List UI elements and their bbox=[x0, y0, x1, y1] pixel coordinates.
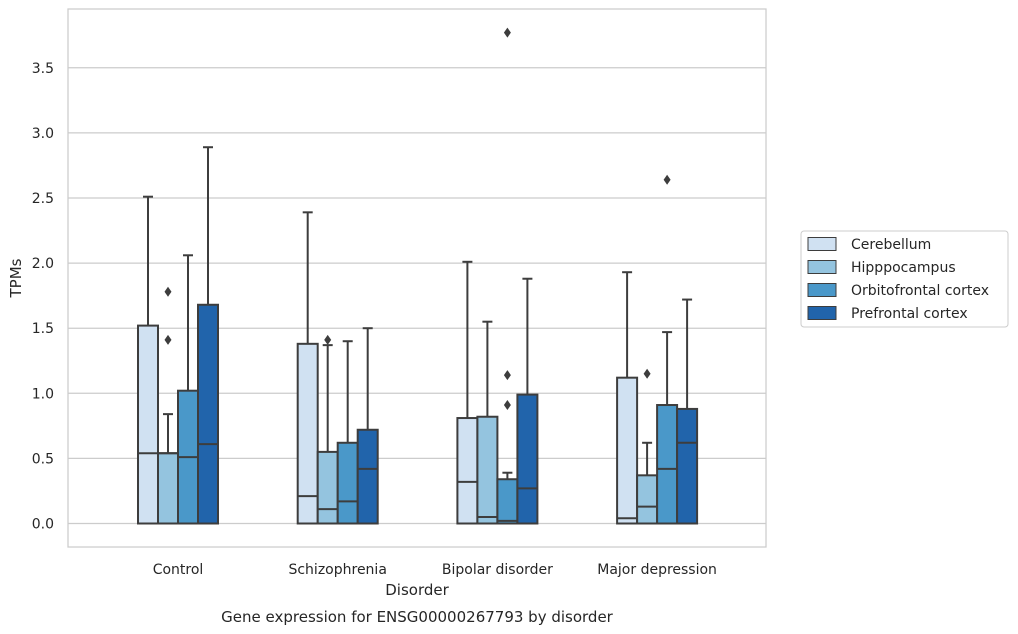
plot-frame bbox=[67, 8, 767, 548]
legend-swatch bbox=[807, 260, 837, 274]
x-axis-title: Disorder bbox=[385, 581, 449, 599]
x-tick-label: Schizophrenia bbox=[288, 562, 386, 578]
box-body bbox=[476, 415, 499, 525]
box-3-3 bbox=[676, 298, 699, 525]
box-1-0 bbox=[296, 211, 319, 525]
x-tick-labels: Control Schizophrenia Bipolar disorder Majo… bbox=[153, 562, 717, 578]
box-3-0 bbox=[616, 271, 639, 525]
box-body bbox=[456, 417, 479, 525]
outlier-point bbox=[164, 334, 172, 345]
y-tick-label: 0.0 bbox=[32, 517, 54, 533]
y-tick-label: 2.5 bbox=[32, 191, 54, 207]
outlier-point bbox=[503, 400, 511, 411]
legend-swatch bbox=[807, 306, 837, 320]
box-body bbox=[676, 407, 699, 525]
legend-swatch bbox=[807, 237, 837, 251]
x-tick-label: Bipolar disorder bbox=[442, 562, 553, 578]
box-1-3 bbox=[356, 327, 379, 525]
box-body bbox=[616, 376, 639, 525]
box-body bbox=[316, 450, 339, 525]
y-tick-label: 0.5 bbox=[32, 451, 54, 467]
y-tick-label: 3.5 bbox=[32, 61, 54, 77]
y-tick-label: 3.0 bbox=[32, 126, 54, 142]
legend-label: Orbitofrontal cortex bbox=[851, 283, 989, 299]
y-tick-label: 1.5 bbox=[32, 321, 54, 337]
box-body bbox=[636, 474, 659, 525]
legend-swatch bbox=[807, 283, 837, 297]
box-body bbox=[296, 342, 319, 525]
box-body bbox=[336, 441, 359, 525]
box-body bbox=[516, 393, 539, 525]
y-tick-labels: 0.0 0.5 1.0 1.5 2.0 2.5 3.0 3.5 bbox=[32, 61, 54, 533]
box-body bbox=[197, 303, 219, 525]
box-body bbox=[356, 428, 379, 525]
outlier-point bbox=[164, 286, 172, 297]
legend-label: Cerebellum bbox=[851, 237, 931, 253]
outlier-point bbox=[503, 27, 511, 38]
box-body bbox=[656, 404, 679, 525]
chart-caption: Gene expression for ENSG00000267793 by d… bbox=[221, 608, 614, 626]
box-3-1 bbox=[636, 368, 659, 525]
outlier-point bbox=[643, 368, 651, 379]
outlier-point bbox=[324, 334, 332, 345]
y-axis-title: TPMs bbox=[7, 258, 25, 298]
x-tick-label: Control bbox=[153, 562, 204, 578]
box-1-2 bbox=[336, 340, 359, 525]
y-tick-label: 1.0 bbox=[32, 386, 54, 402]
x-tick-label: Major depression bbox=[597, 562, 717, 578]
y-tick-label: 2.0 bbox=[32, 256, 54, 272]
box-body bbox=[157, 452, 179, 525]
box-0-0 bbox=[137, 195, 159, 525]
outlier-point bbox=[663, 174, 671, 185]
box-2-3 bbox=[516, 277, 539, 525]
box-1-1 bbox=[316, 334, 339, 525]
boxes-layer bbox=[137, 27, 699, 525]
box-2-1 bbox=[476, 320, 499, 525]
legend-frame bbox=[800, 230, 1009, 328]
legend-label: Hipppocampus bbox=[851, 260, 956, 276]
box-body bbox=[137, 324, 159, 525]
box-0-3 bbox=[197, 146, 219, 525]
legend: Cerebellum Hipppocampus Orbitofrontal cort… bbox=[800, 230, 1009, 328]
box-body bbox=[496, 478, 519, 525]
legend-label: Prefrontal cortex bbox=[851, 306, 968, 322]
box-2-0 bbox=[456, 260, 479, 525]
outlier-point bbox=[503, 370, 511, 381]
